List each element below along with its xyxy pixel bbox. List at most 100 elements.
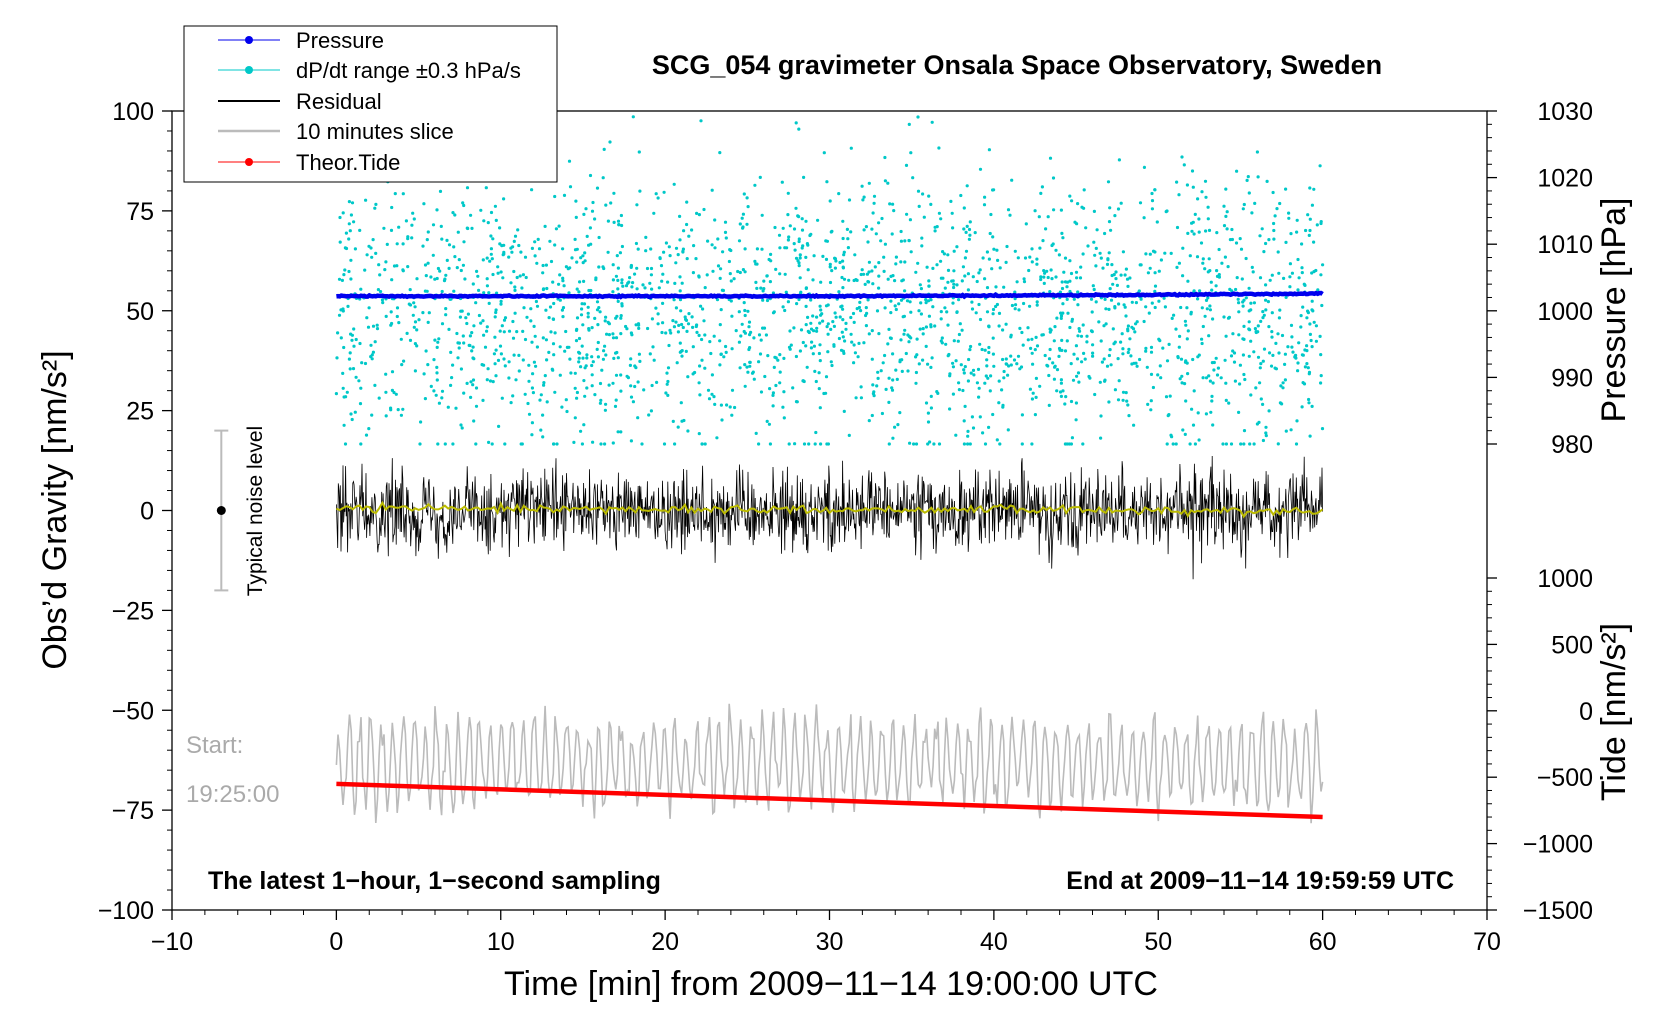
dpdt-point bbox=[819, 280, 823, 284]
dpdt-point bbox=[1123, 273, 1127, 277]
dpdt-point bbox=[771, 391, 776, 395]
dpdt-point bbox=[472, 324, 476, 328]
y-tick-label-left: −25 bbox=[112, 597, 154, 625]
dpdt-point bbox=[1099, 414, 1103, 418]
dpdt-point bbox=[397, 321, 401, 325]
dpdt-point bbox=[1242, 324, 1246, 328]
dpdt-point bbox=[1244, 296, 1248, 300]
legend-item-pressure: Pressure bbox=[218, 28, 384, 53]
dpdt-point bbox=[916, 261, 920, 265]
dpdt-point bbox=[1034, 376, 1038, 380]
dpdt-point bbox=[1266, 300, 1270, 304]
dpdt-point bbox=[613, 404, 618, 408]
dpdt-point bbox=[1052, 377, 1056, 381]
dpdt-point bbox=[872, 201, 876, 205]
dpdt-point bbox=[395, 242, 399, 246]
dpdt-point bbox=[1224, 398, 1228, 402]
dpdt-point bbox=[633, 272, 637, 276]
dpdt-point bbox=[987, 324, 991, 328]
dpdt-point bbox=[700, 442, 704, 446]
y-tick-label-left: −100 bbox=[98, 897, 154, 925]
dpdt-point bbox=[1069, 271, 1074, 276]
dpdt-point bbox=[551, 280, 555, 284]
dpdt-point bbox=[952, 282, 956, 286]
dpdt-point bbox=[975, 279, 979, 284]
dpdt-point bbox=[354, 375, 358, 379]
dpdt-point bbox=[1033, 413, 1037, 417]
dpdt-point bbox=[747, 347, 751, 352]
dpdt-point bbox=[1248, 328, 1252, 332]
dpdt-point bbox=[743, 313, 747, 318]
dpdt-point bbox=[935, 263, 939, 267]
dpdt-point bbox=[350, 338, 354, 342]
dpdt-point bbox=[1303, 348, 1307, 352]
dpdt-point bbox=[792, 242, 796, 246]
dpdt-point bbox=[961, 265, 966, 269]
dpdt-point bbox=[1033, 209, 1037, 213]
dpdt-point bbox=[603, 408, 608, 412]
dpdt-point bbox=[1180, 374, 1184, 378]
dpdt-point bbox=[787, 442, 791, 446]
dpdt-point bbox=[804, 323, 808, 327]
dpdt-point bbox=[1026, 326, 1030, 330]
dpdt-point bbox=[465, 321, 469, 326]
dpdt-point bbox=[809, 321, 813, 325]
dpdt-point bbox=[530, 421, 535, 425]
dpdt-point bbox=[701, 307, 705, 311]
dpdt-point bbox=[640, 442, 644, 446]
dpdt-point bbox=[1076, 290, 1080, 294]
dpdt-point bbox=[719, 403, 724, 407]
dpdt-point bbox=[786, 238, 791, 242]
dpdt-point bbox=[1307, 397, 1311, 402]
dpdt-point bbox=[711, 269, 715, 273]
dpdt-point bbox=[530, 386, 535, 390]
dpdt-point bbox=[542, 287, 546, 291]
dpdt-point bbox=[1083, 357, 1087, 361]
dpdt-point bbox=[1224, 214, 1228, 218]
dpdt-point bbox=[390, 370, 395, 374]
dpdt-point bbox=[1204, 412, 1208, 416]
dpdt-point bbox=[1230, 227, 1234, 232]
dpdt-point bbox=[908, 441, 912, 445]
dpdt-point bbox=[590, 384, 594, 388]
dpdt-point bbox=[1076, 303, 1080, 307]
dpdt-point bbox=[758, 352, 763, 356]
dpdt-point bbox=[349, 332, 353, 336]
dpdt-point bbox=[758, 175, 762, 179]
dpdt-point bbox=[366, 325, 371, 329]
dpdt-point bbox=[523, 255, 528, 259]
dpdt-point bbox=[783, 308, 787, 313]
dpdt-point bbox=[426, 363, 430, 367]
dpdt-point bbox=[833, 311, 837, 315]
dpdt-point bbox=[519, 442, 523, 446]
dpdt-point bbox=[786, 213, 790, 217]
dpdt-point bbox=[752, 377, 756, 381]
dpdt-point bbox=[995, 248, 999, 252]
dpdt-point bbox=[471, 383, 475, 387]
dpdt-point bbox=[924, 301, 928, 305]
dpdt-point bbox=[599, 442, 603, 446]
dpdt-point bbox=[474, 442, 478, 446]
dpdt-point bbox=[1193, 212, 1197, 216]
dpdt-point bbox=[997, 324, 1001, 328]
dpdt-point bbox=[723, 220, 728, 224]
dpdt-point bbox=[792, 227, 797, 231]
dpdt-point bbox=[443, 277, 447, 281]
dpdt-point bbox=[1319, 353, 1323, 357]
dpdt-point bbox=[894, 262, 898, 266]
dpdt-point bbox=[507, 329, 512, 333]
dpdt-point bbox=[955, 245, 959, 249]
dpdt-point bbox=[1177, 345, 1181, 349]
dpdt-point bbox=[967, 357, 971, 362]
dpdt-point bbox=[693, 370, 697, 375]
dpdt-point bbox=[880, 411, 885, 416]
x-axis-label: Time [min] from 2009−11−14 19:00:00 UTC bbox=[504, 965, 1158, 1003]
dpdt-point bbox=[798, 256, 802, 260]
dpdt-point bbox=[991, 336, 995, 340]
dpdt-point bbox=[894, 368, 898, 372]
dpdt-point bbox=[870, 329, 874, 333]
dpdt-point bbox=[561, 279, 565, 283]
dpdt-point bbox=[707, 397, 712, 401]
dpdt-point bbox=[1305, 316, 1309, 320]
dpdt-point bbox=[1215, 269, 1219, 273]
